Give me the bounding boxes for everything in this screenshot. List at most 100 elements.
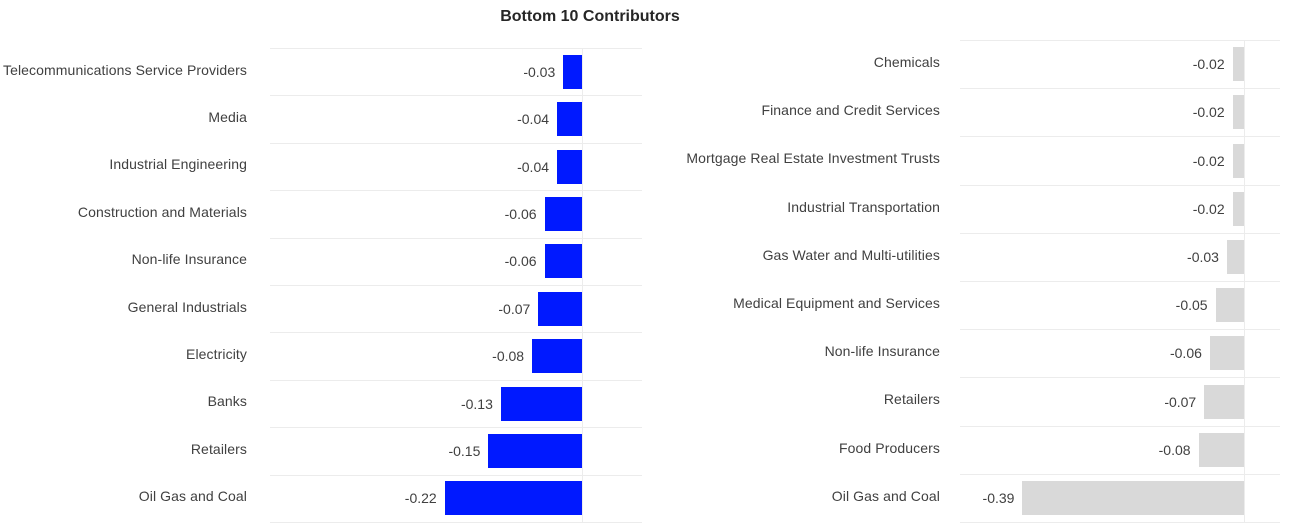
row-separator: [960, 329, 1280, 331]
value-label: -0.02: [1192, 200, 1225, 217]
row-separator: [270, 48, 642, 49]
category-label: Gas Water and Multi-utilities: [650, 231, 940, 279]
row-separator: [270, 190, 642, 192]
value-label: -0.04: [517, 158, 550, 175]
bar: [1215, 288, 1244, 323]
category-text: Finance and Credit Services: [761, 102, 940, 119]
category-text: Industrial Engineering: [109, 156, 247, 173]
category-text: Media: [208, 109, 247, 126]
value-label: -0.06: [1169, 345, 1202, 362]
category-label: Telecommunications Service Providers: [0, 46, 247, 93]
category-text: Gas Water and Multi-utilities: [762, 246, 940, 263]
value-label: -0.02: [1192, 104, 1225, 121]
bar: [1232, 47, 1244, 82]
row-separator: [960, 377, 1280, 379]
value-label: -0.13: [460, 395, 493, 412]
value-label: -0.39: [982, 489, 1015, 506]
category-text: Electricity: [186, 346, 247, 363]
category-label: Chemicals: [650, 38, 940, 86]
zero-line: [1244, 40, 1245, 522]
bar: [538, 291, 582, 326]
bar: [1209, 336, 1244, 371]
value-label: -0.06: [504, 253, 537, 270]
category-label: Retailers: [650, 375, 940, 423]
row-separator: [960, 473, 1280, 475]
category-label: Banks: [0, 378, 247, 425]
bar: [500, 386, 582, 421]
category-text: Medical Equipment and Services: [733, 295, 940, 312]
category-label: Non-life Insurance: [0, 236, 247, 283]
bar: [444, 481, 582, 516]
chart-title: Bottom 10 Contributors: [500, 8, 680, 25]
category-text: Industrial Transportation: [787, 198, 940, 215]
value-label: -0.07: [498, 300, 531, 317]
row-separator: [960, 232, 1280, 234]
category-label: Industrial Engineering: [0, 141, 247, 188]
row-separator: [960, 425, 1280, 427]
category-text: General Industrials: [127, 298, 247, 315]
category-label: Electricity: [0, 330, 247, 377]
category-text: Non-life Insurance: [824, 343, 940, 360]
value-label: -0.15: [448, 442, 481, 459]
row-separator: [270, 142, 642, 144]
category-text: Retailers: [190, 440, 247, 457]
zero-line: [582, 48, 583, 522]
row-separator: [270, 237, 642, 239]
bar: [1226, 239, 1244, 274]
row-separator: [270, 95, 642, 97]
value-label: -0.03: [523, 63, 556, 80]
value-label: -0.05: [1175, 297, 1208, 314]
category-text: Non-life Insurance: [131, 251, 247, 268]
category-label: Medical Equipment and Services: [650, 279, 940, 327]
value-label: -0.02: [1192, 56, 1225, 73]
row-separator: [270, 332, 642, 334]
bar: [544, 244, 582, 279]
category-text: Banks: [207, 393, 247, 410]
category-text: Food Producers: [838, 439, 940, 456]
bar: [1232, 143, 1244, 178]
value-label: -0.03: [1187, 248, 1219, 265]
bar: [563, 54, 582, 89]
bar: [1232, 191, 1244, 226]
row-separator: [960, 136, 1280, 138]
category-label: Oil Gas and Coal: [0, 473, 247, 520]
value-label: -0.07: [1164, 393, 1197, 410]
bar: [488, 433, 582, 468]
category-text: Oil Gas and Coal: [138, 488, 247, 505]
bar: [557, 149, 582, 184]
category-text: Telecommunications Service Providers: [2, 61, 247, 78]
bar: [1022, 480, 1244, 515]
category-text: Oil Gas and Coal: [831, 487, 940, 504]
value-label: -0.02: [1192, 152, 1225, 169]
category-label: Food Producers: [650, 424, 940, 472]
row-separator: [960, 281, 1280, 282]
category-text: Mortgage Real Estate Investment Trusts: [686, 150, 940, 167]
category-text: Construction and Materials: [77, 203, 247, 220]
row-separator: [270, 379, 642, 381]
bar: [557, 102, 582, 137]
row-separator: [960, 88, 1280, 90]
bar: [1204, 384, 1244, 419]
value-label: -0.22: [404, 490, 437, 507]
row-separator: [270, 427, 642, 429]
value-label: -0.08: [1158, 441, 1191, 458]
category-label: General Industrials: [0, 283, 247, 330]
category-label: Finance and Credit Services: [650, 86, 940, 134]
category-label: Construction and Materials: [0, 188, 247, 235]
row-separator: [270, 474, 642, 476]
row-separator: [960, 522, 1280, 523]
category-text: Chemicals: [873, 54, 940, 71]
value-label: -0.06: [504, 205, 537, 222]
row-separator: [960, 40, 1280, 41]
bar: [544, 196, 582, 231]
bar: [532, 339, 582, 374]
category-label: Mortgage Real Estate Investment Trusts: [650, 134, 940, 182]
category-label: Industrial Transportation: [650, 183, 940, 231]
category-label: Retailers: [0, 425, 247, 472]
category-label: Oil Gas and Coal: [650, 472, 940, 520]
bar: [1232, 95, 1244, 130]
row-separator: [960, 184, 1280, 186]
value-label: -0.08: [492, 348, 525, 365]
category-label: Non-life Insurance: [650, 327, 940, 375]
